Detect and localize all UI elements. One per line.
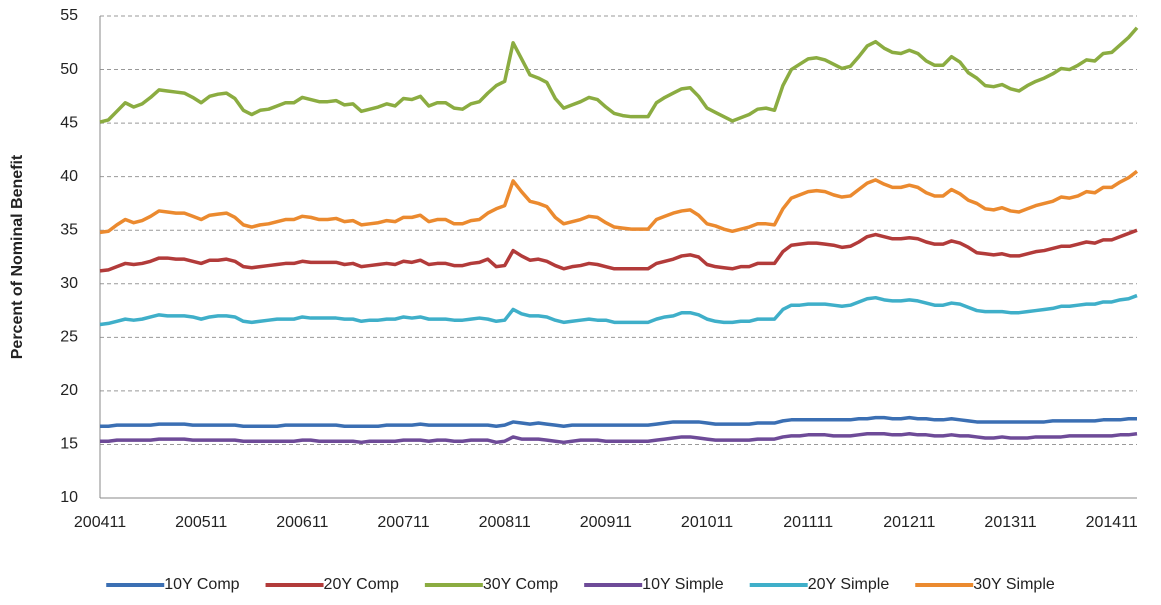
- x-tick-label: 201411: [1086, 514, 1138, 531]
- series-line: [99, 228, 1138, 273]
- series-line: [99, 169, 1139, 235]
- y-tick-label: 20: [60, 382, 78, 399]
- x-tick-label: 200611: [276, 514, 328, 531]
- legend-label: 30Y Comp: [483, 576, 558, 593]
- x-tick-label: 201011: [681, 514, 733, 531]
- y-tick-label: 30: [60, 275, 78, 292]
- x-tick-label: 200511: [175, 514, 227, 531]
- y-tick-label: 45: [60, 114, 78, 131]
- y-tick-label: 50: [60, 61, 78, 78]
- x-tick-label: 200711: [377, 514, 429, 531]
- series-line: [99, 26, 1139, 124]
- y-tick-label: 55: [60, 7, 78, 24]
- y-tick-label: 10: [60, 489, 78, 506]
- series-line: [99, 293, 1138, 327]
- y-tick-label: 40: [60, 168, 78, 185]
- y-tick-label: 25: [60, 329, 78, 346]
- x-tick-label: 201311: [984, 514, 1036, 531]
- x-tick-label: 200411: [74, 514, 126, 531]
- legend-label: 20Y Simple: [808, 576, 890, 593]
- x-tick-label: 201211: [883, 514, 935, 531]
- x-tick-label: 200811: [479, 514, 531, 531]
- x-tick-label: 200911: [580, 514, 632, 531]
- legend-label: 10Y Comp: [164, 576, 239, 593]
- y-tick-label: 15: [60, 436, 78, 453]
- legend-label: 30Y Simple: [973, 576, 1055, 593]
- legend: 10Y Comp 20Y Comp 30Y Comp 10Y Simple 20Y Si…: [106, 576, 1055, 593]
- y-tick-label: 35: [60, 221, 78, 238]
- legend-label: 10Y Simple: [642, 576, 724, 593]
- y-axis-title: Percent of Nominal Benefit: [9, 154, 26, 359]
- series-line: [100, 415, 1137, 428]
- legend-label: 20Y Comp: [324, 576, 399, 593]
- x-tick-label: 201111: [783, 514, 833, 531]
- series-line: [100, 431, 1138, 445]
